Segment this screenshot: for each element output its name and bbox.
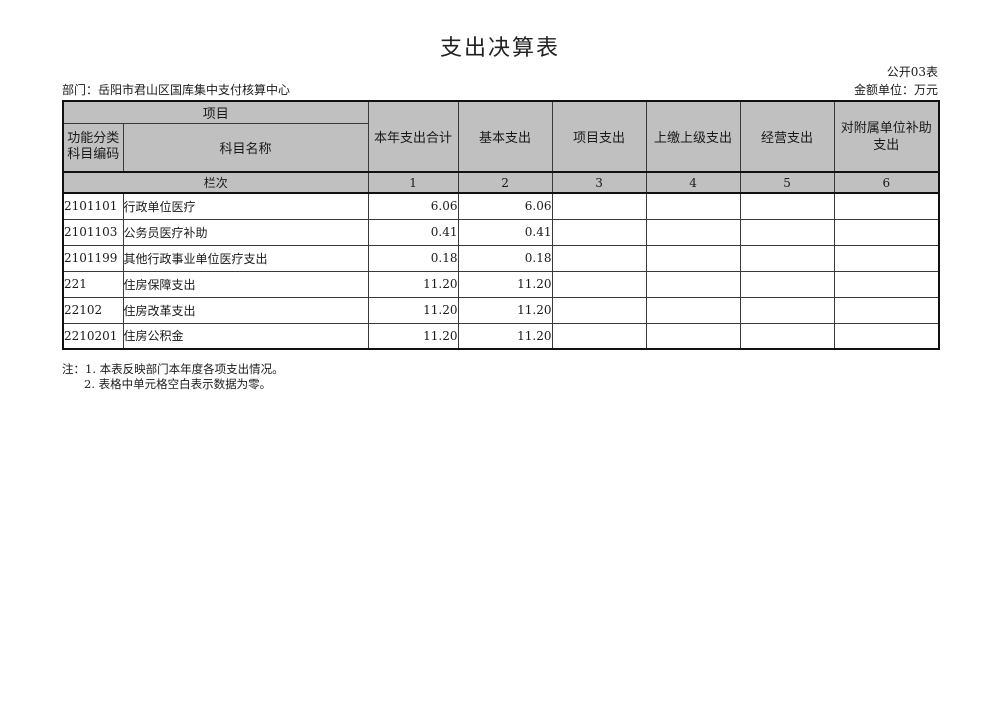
cell-code: 2101103 — [62, 218, 124, 246]
cell-basic: 11.20 — [457, 270, 553, 298]
cell-code: 221 — [62, 270, 124, 298]
cell-project — [551, 218, 647, 246]
table-body: 2101101 行政单位医疗 6.06 6.06 2101103 公务员医疗补助 0.41 0… — [62, 192, 940, 350]
cell-project — [551, 244, 647, 272]
cell-name: 住房公积金 — [122, 322, 369, 350]
note-line: 2. 表格中单元格空白表示数据为零。 — [84, 377, 272, 391]
table-row: 22102 住房改革支出 11.20 11.20 — [62, 296, 940, 324]
department-label: 部门：岳阳市君山区国库集中支付核算中心 — [62, 83, 291, 97]
expenditure-table: 项目 本年支出合计 基本支出 项目支出 上缴上级支出 经营支出 对附属单位补助支… — [62, 100, 941, 350]
cell-upper — [645, 322, 741, 350]
header-project-group: 项目 — [62, 100, 369, 124]
column-index-4: 4 — [645, 171, 741, 194]
header-col-operating: 经营支出 — [739, 100, 835, 173]
cell-operating — [739, 192, 835, 220]
cell-subsidy — [833, 270, 940, 298]
header-col-total: 本年支出合计 — [367, 100, 459, 173]
cell-operating — [739, 218, 835, 246]
cell-operating — [739, 244, 835, 272]
column-index-row: 栏次 1 2 3 4 5 6 — [62, 171, 940, 194]
cell-code: 2210201 — [62, 322, 124, 350]
header-function-code: 功能分类 科目编码 — [62, 122, 124, 173]
cell-total: 11.20 — [367, 270, 459, 298]
header-col-subsidy: 对附属单位补助支出 — [833, 100, 940, 173]
cell-operating — [739, 296, 835, 324]
cell-subsidy — [833, 244, 940, 272]
cell-subsidy — [833, 322, 940, 350]
cell-basic: 11.20 — [457, 296, 553, 324]
cell-basic: 11.20 — [457, 322, 553, 350]
cell-upper — [645, 244, 741, 272]
cell-name: 住房改革支出 — [122, 296, 369, 324]
column-index-1: 1 — [367, 171, 459, 194]
cell-operating — [739, 322, 835, 350]
cell-total: 6.06 — [367, 192, 459, 220]
cell-total: 11.20 — [367, 296, 459, 324]
cell-project — [551, 270, 647, 298]
header-subject-name: 科目名称 — [122, 122, 369, 173]
cell-code: 2101101 — [62, 192, 124, 220]
cell-name: 行政单位医疗 — [122, 192, 369, 220]
header-row-sub: 功能分类 科目编码 科目名称 — [62, 122, 939, 173]
header-col-project: 项目支出 — [551, 100, 647, 173]
cell-basic: 6.06 — [457, 192, 553, 220]
cell-name: 公务员医疗补助 — [122, 218, 369, 246]
header-col-upper: 上缴上级支出 — [645, 100, 741, 173]
cell-basic: 0.18 — [457, 244, 553, 272]
note-line: 注：1. 本表反映部门本年度各项支出情况。 — [62, 362, 284, 376]
cell-basic: 0.41 — [457, 218, 553, 246]
cell-upper — [645, 192, 741, 220]
meta-row: 部门：岳阳市君山区国库集中支付核算中心 金额单位：万元 — [62, 81, 938, 98]
table-row: 221 住房保障支出 11.20 11.20 — [62, 270, 940, 298]
cell-upper — [645, 218, 741, 246]
cell-upper — [645, 270, 741, 298]
column-index-2: 2 — [457, 171, 553, 194]
header-row-project: 项目 本年支出合计 基本支出 项目支出 上缴上级支出 经营支出 对附属单位补助支… — [62, 100, 940, 173]
cell-code: 2101199 — [62, 244, 124, 272]
form-code-label: 公开03表 — [886, 65, 938, 79]
cell-upper — [645, 296, 741, 324]
cell-project — [551, 322, 647, 350]
cell-name: 其他行政事业单位医疗支出 — [122, 244, 369, 272]
cell-project — [551, 296, 647, 324]
footnotes: 注：1. 本表反映部门本年度各项支出情况。 2. 表格中单元格空白表示数据为零。 — [62, 362, 284, 392]
column-index-6: 6 — [833, 171, 940, 194]
table-row: 2101199 其他行政事业单位医疗支出 0.18 0.18 — [62, 244, 940, 272]
row-index-label: 栏次 — [62, 171, 369, 194]
header-col-basic: 基本支出 — [457, 100, 553, 173]
cell-total: 11.20 — [367, 322, 459, 350]
cell-total: 0.41 — [367, 218, 459, 246]
cell-operating — [739, 270, 835, 298]
column-index-3: 3 — [551, 171, 647, 194]
page-title: 支出决算表 — [439, 36, 560, 61]
cell-code: 22102 — [62, 296, 124, 324]
column-index-5: 5 — [739, 171, 835, 194]
unit-label: 金额单位：万元 — [853, 83, 938, 97]
cell-subsidy — [833, 192, 940, 220]
cell-name: 住房保障支出 — [122, 270, 369, 298]
table-row: 2101103 公务员医疗补助 0.41 0.41 — [62, 218, 940, 246]
cell-project — [551, 192, 647, 220]
cell-subsidy — [833, 218, 940, 246]
table-row: 2210201 住房公积金 11.20 11.20 — [62, 322, 940, 350]
cell-subsidy — [833, 296, 940, 324]
cell-total: 0.18 — [367, 244, 459, 272]
table-row: 2101101 行政单位医疗 6.06 6.06 — [62, 192, 940, 220]
